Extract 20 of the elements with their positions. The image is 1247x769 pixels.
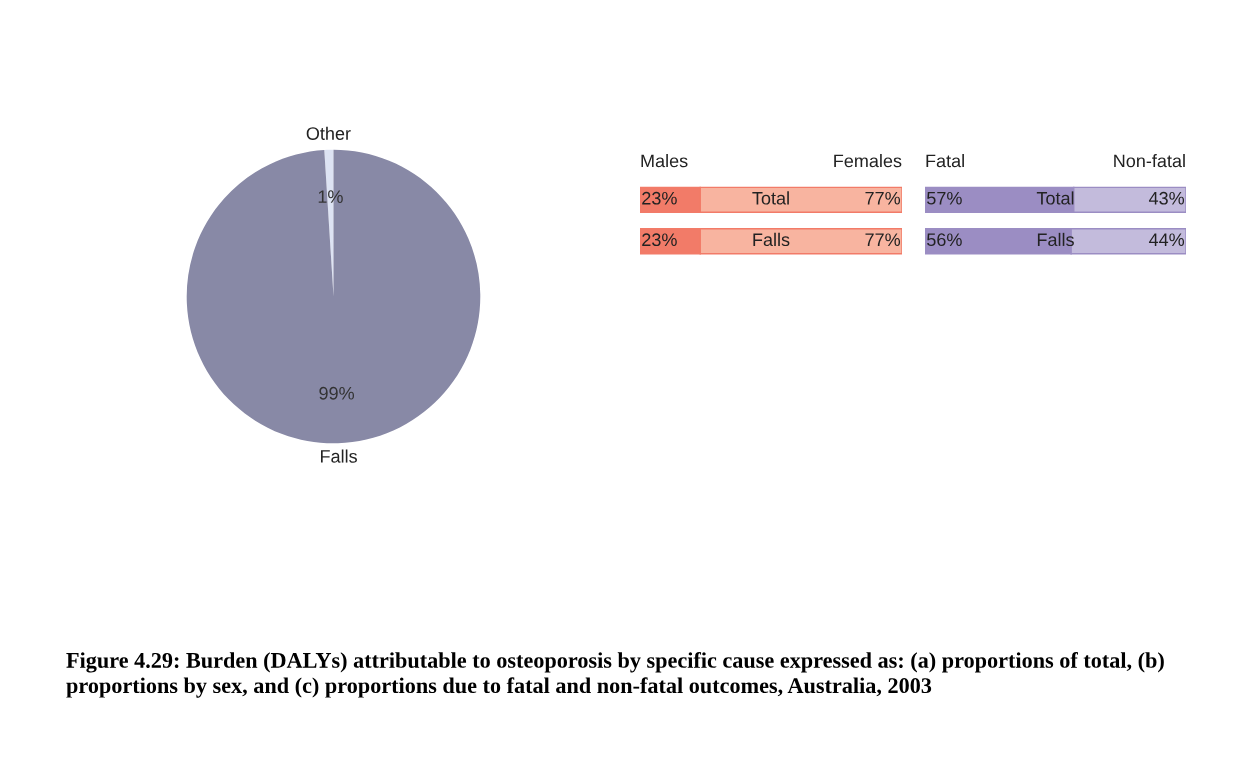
category-label: Falls xyxy=(1037,232,1074,247)
data-label: 99% xyxy=(319,386,355,400)
data-label: 57% xyxy=(927,191,962,205)
series-label: Fatal xyxy=(926,154,964,168)
data-label: 23% xyxy=(642,233,677,247)
category-label: Falls xyxy=(753,232,790,247)
series-label: Males xyxy=(641,154,688,168)
data-label: 77% xyxy=(865,233,901,247)
data-label: 44% xyxy=(1148,233,1185,247)
caption: Figure 4.29: Burden (DALYs) attributable to osteoporosis by specific cause expressed as: (a) proportions of total, (b) proportions by sex, and (c) proportions due to fatal and non-fatal outcomes, Australia, 2003 xyxy=(66,652,1164,698)
series-label: Non-fatal xyxy=(1114,154,1185,168)
data-label: 56% xyxy=(927,233,962,247)
data-label: 77% xyxy=(865,191,901,205)
slice-label: Falls xyxy=(320,449,357,463)
category-label: Total xyxy=(1036,191,1074,205)
category-label: Total xyxy=(752,191,789,205)
series-label: Females xyxy=(834,154,902,168)
data-label: 23% xyxy=(642,191,677,205)
slice-label: Other xyxy=(306,126,351,140)
data-label: 43% xyxy=(1148,191,1185,205)
